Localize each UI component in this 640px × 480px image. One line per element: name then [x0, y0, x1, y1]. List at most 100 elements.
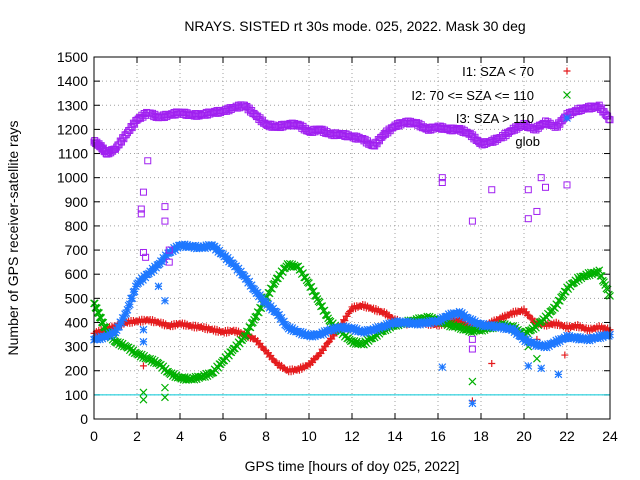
series-3-point [318, 328, 327, 337]
series-3-point [412, 318, 421, 327]
series-4-outlier [524, 186, 532, 194]
series-3-point [541, 341, 550, 350]
x-tick-label: 18 [473, 428, 489, 444]
series-2-point [296, 265, 305, 274]
series-3 [90, 240, 614, 408]
series-3-point [338, 324, 347, 333]
series-4-outlier [137, 210, 145, 218]
series-3-point [342, 322, 350, 331]
series-2-point [318, 302, 327, 310]
series-2-point [229, 344, 238, 353]
series-4-point [131, 120, 139, 128]
legend-marker-3 [563, 114, 571, 122]
series-3-point [565, 331, 574, 340]
series-3-point [112, 326, 121, 335]
series-3-outlier [468, 399, 477, 408]
series-3-point [115, 322, 124, 331]
series-4-point [244, 106, 252, 114]
series-3-point [245, 277, 254, 286]
series-4-outlier [468, 345, 476, 353]
x-tick-label: 16 [430, 428, 446, 444]
series-4-outlier [468, 335, 476, 343]
series-2-point [553, 301, 562, 310]
series-4-point [245, 104, 253, 112]
y-tick-label: 900 [65, 194, 89, 210]
series-3-point [247, 281, 256, 290]
series-2-point [309, 287, 318, 296]
series-4-outlier [438, 174, 446, 182]
series-3-point [349, 326, 358, 334]
series-3-point [444, 310, 453, 319]
series-2-point [352, 337, 361, 346]
x-tick-label: 22 [559, 428, 575, 444]
series-3-point [94, 333, 103, 341]
series-4-outlier [533, 207, 541, 215]
series-3-point [311, 332, 319, 341]
series-2-point [248, 318, 257, 327]
series-3-point [297, 330, 306, 339]
series-3-outlier [537, 364, 546, 373]
series-2-point [524, 326, 533, 335]
legend-marker-1 [563, 67, 571, 75]
series-4-point [601, 110, 609, 118]
series-4-outlier [139, 248, 147, 256]
series-4-outlier [139, 188, 147, 196]
series-4-point [469, 131, 477, 139]
series-4-outlier [161, 203, 169, 211]
series-2-point [597, 272, 606, 280]
series-3-point [542, 343, 551, 352]
series-3-point [203, 243, 212, 252]
series-1-point [319, 346, 327, 354]
series-3-point [319, 330, 328, 339]
series-4-outlier [165, 246, 173, 254]
series-4-point [112, 145, 119, 153]
series-2-point [276, 271, 285, 280]
series-4-point [555, 119, 563, 127]
series-4-point [113, 143, 121, 151]
x-tick-labels: 0 2 4 6 8 10 12 14 16 18 20 22 24 [90, 428, 618, 444]
series-2-point [307, 282, 316, 291]
x-tick-label: 0 [90, 428, 98, 444]
series-4-point [120, 135, 128, 143]
series-3-point [382, 319, 391, 328]
series-2-outlier [161, 393, 169, 402]
series-3-point [125, 300, 134, 309]
series-3-point [426, 319, 435, 328]
series-3-point [552, 336, 561, 345]
series-4-point [123, 129, 131, 137]
series-3-point [479, 319, 488, 328]
series-4-point [359, 134, 367, 142]
series-1-point [322, 343, 330, 351]
series-2-point [254, 308, 263, 317]
x-tick-label: 2 [133, 428, 141, 444]
series-4-outlier [524, 215, 532, 223]
series-3-point [183, 240, 192, 249]
series-2-point [208, 368, 217, 377]
series-layer [90, 101, 614, 408]
series-3-point [332, 325, 341, 334]
series-3-point [436, 314, 445, 323]
y-tick-label: 1100 [58, 146, 88, 162]
series-4-outlier [542, 183, 549, 191]
series-4-point [384, 129, 392, 137]
series-1-point [327, 334, 334, 342]
series-3-point [123, 305, 132, 314]
series-4-point [558, 117, 566, 125]
series-3-point [350, 324, 359, 332]
series-4-outlier [137, 205, 145, 213]
series-3-point [193, 242, 202, 250]
series-3-point [416, 320, 425, 329]
series-2-point [162, 367, 171, 376]
series-3-point [551, 339, 559, 348]
series-3-point [406, 317, 415, 326]
series-4-point [294, 120, 302, 128]
series-4-point [503, 128, 511, 136]
series-3-point [277, 313, 286, 322]
series-3-outlier [438, 363, 447, 372]
series-2-point [270, 279, 279, 288]
x-tick-label: 4 [176, 428, 184, 444]
y-tick-label: 500 [65, 290, 89, 306]
legend-label-2: I2: 70 <= SZA <= 110 [411, 88, 534, 103]
series-3-point [468, 315, 477, 324]
series-3-point [122, 309, 131, 318]
